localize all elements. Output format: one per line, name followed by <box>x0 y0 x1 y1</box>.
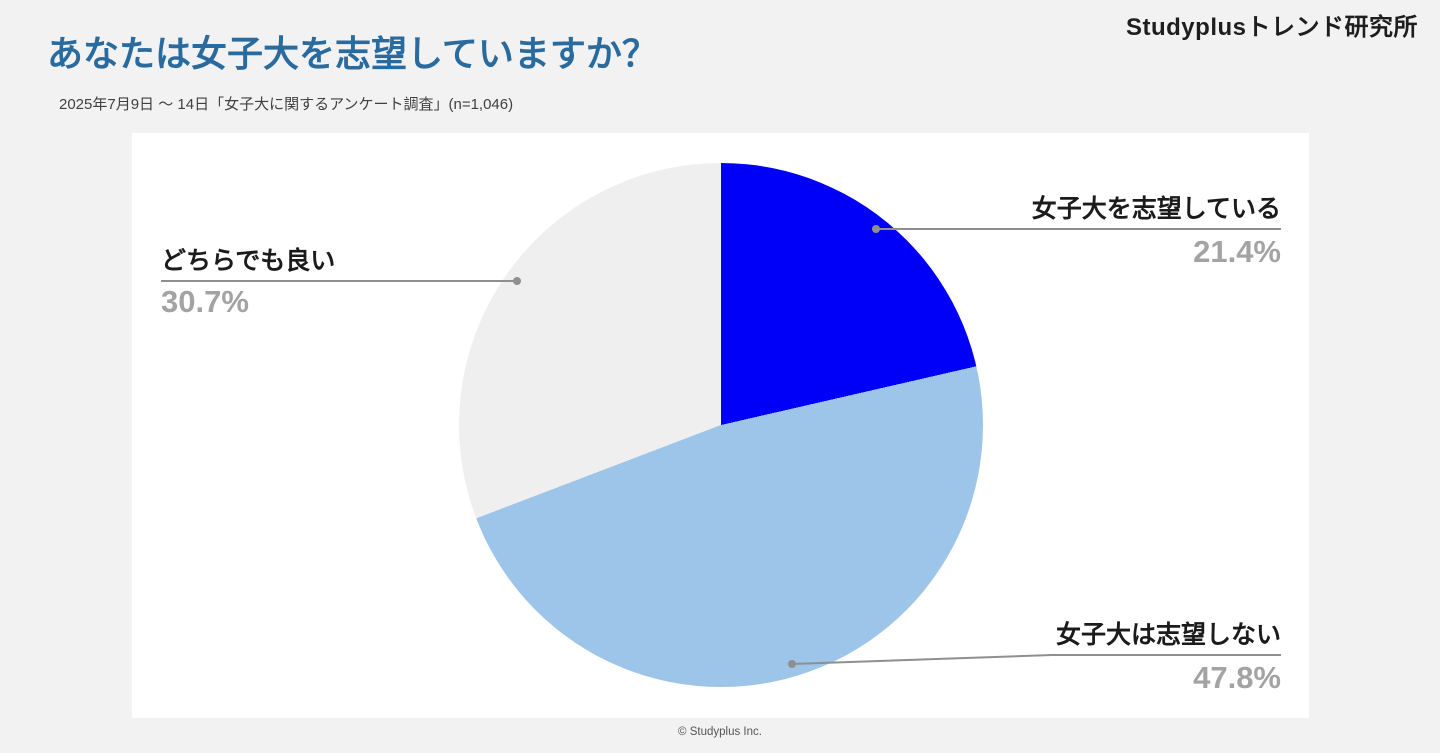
slice-value-shibou-shinai: 47.8% <box>1193 660 1281 695</box>
slice-value-dochirademo-yoi: 30.7% <box>161 284 249 319</box>
slice-label-shibou-shiteiru: 女子大を志望している <box>1031 195 1281 223</box>
slice-label-shibou-shinai: 女子大は志望しない <box>1055 621 1281 649</box>
slice-label-dochirademo-yoi: どちらでも良い <box>161 247 336 275</box>
leader-line-top-right <box>872 225 1281 233</box>
footer-copyright: © Studyplus Inc. <box>678 726 762 738</box>
slice-value-shibou-shiteiru: 21.4% <box>1193 234 1281 269</box>
pie-chart <box>459 163 983 687</box>
studyplus-logo: Studyplusトレンド研究所 <box>1125 14 1418 41</box>
survey-period-subtitle: 2025年7月9日 ～ 14日「女子大に関するアンケート調査」(n=1,046) <box>59 96 514 113</box>
page-title: あなたは女子大を志望していますか？ <box>47 33 658 74</box>
chart-card: 女子大を志望している 21.4% どちらでも良い 30.7% 女子大は志望しない… <box>132 133 1309 718</box>
